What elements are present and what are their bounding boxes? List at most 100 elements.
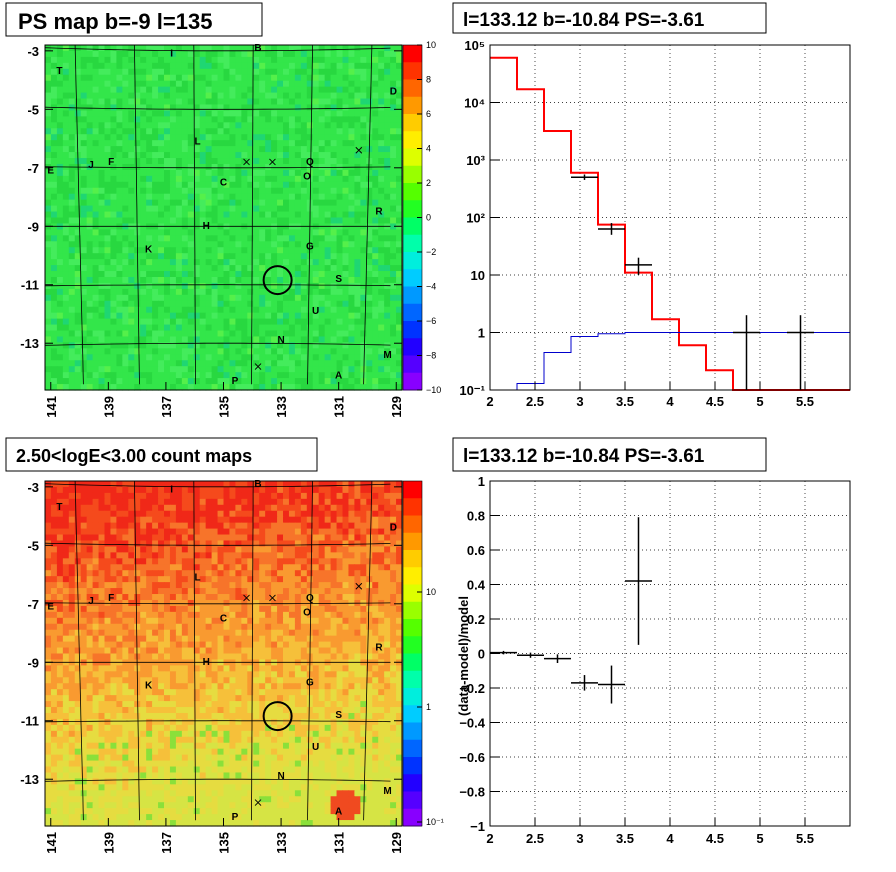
ps-map-pixel <box>259 158 266 165</box>
ps-map-pixel <box>342 360 350 367</box>
ps-map-pixel <box>384 330 391 338</box>
ps-map-pixel <box>384 354 391 361</box>
ps-map-pixel <box>199 318 207 326</box>
ps-map-pixel <box>277 288 284 296</box>
count-map-pixel <box>116 510 123 518</box>
count-map-pixel <box>146 546 153 553</box>
ps-map-pixel <box>110 259 117 266</box>
count-map-pixel <box>330 582 338 589</box>
ps-map-pixel <box>45 276 52 284</box>
ps-map-source-label: J <box>88 160 94 171</box>
ps-map-pixel <box>80 229 88 236</box>
ps-map-pixel <box>152 98 159 106</box>
count-map-pixel <box>253 546 260 553</box>
ps-map-pixel <box>235 360 242 367</box>
ps-map-pixel <box>265 181 272 189</box>
ps-map-pixel <box>199 80 207 88</box>
ps-map-pixel <box>366 330 373 338</box>
ps-map-pixel <box>80 86 88 94</box>
count-map-pixel <box>372 522 379 530</box>
ps-map-pixel <box>223 282 231 290</box>
ps-map-pixel <box>193 336 201 344</box>
count-map-pixel <box>217 611 225 619</box>
ps-map-pixel <box>152 158 159 165</box>
ps-map-pixel <box>122 229 129 236</box>
ps-map-pixel <box>312 229 320 236</box>
ps-map-pixel <box>235 282 242 290</box>
count-map-pixel <box>217 504 225 512</box>
ps-map-pixel <box>86 276 94 284</box>
ps-map-pixel <box>146 229 153 236</box>
count-map-pixel <box>342 504 350 512</box>
count-map-pixel <box>390 576 397 583</box>
count-map-pixel <box>92 558 100 565</box>
count-map-pixel <box>45 588 52 595</box>
ps-map-pixel <box>56 318 64 326</box>
ps-map-pixel <box>247 104 254 112</box>
ps-map-pixel <box>158 110 165 117</box>
ps-map-pixel <box>175 324 183 332</box>
ps-map-pixel <box>98 169 106 177</box>
ps-map-pixel <box>247 193 254 201</box>
ps-map-pixel <box>122 300 129 308</box>
ps-map-pixel <box>396 163 403 171</box>
ps-map-pixel <box>146 45 153 52</box>
ps-map-pixel <box>169 110 177 117</box>
ps-map-pixel <box>80 223 88 230</box>
ps-map-pixel <box>229 181 236 189</box>
ps-map-pixel <box>318 378 326 385</box>
ps-map-pixel <box>372 122 379 129</box>
ps-map-pixel <box>318 360 326 367</box>
ps-map-pixel <box>86 146 94 153</box>
count-map-pixel <box>318 498 326 506</box>
ps-map-colorbar-label: 2 <box>426 178 431 188</box>
count-map-pixel <box>50 558 58 565</box>
ps-map-pixel <box>247 163 254 171</box>
ps-map-pixel <box>259 372 266 379</box>
ps-map-pixel <box>348 175 355 183</box>
ps-map-pixel <box>312 122 320 129</box>
ps-map-pixel <box>342 288 350 296</box>
ps-map-pixel <box>265 169 272 177</box>
ps-map-pixel <box>235 211 242 219</box>
ps-map-pixel <box>318 229 326 236</box>
ps-map-pixel <box>300 187 308 195</box>
ps-map-pixel <box>152 229 159 236</box>
ps-map-pixel <box>199 336 207 344</box>
ps-map-pixel <box>50 294 58 302</box>
ps-map-pixel <box>277 306 284 314</box>
ps-map-pixel <box>74 92 82 100</box>
ps-map-pixel <box>62 366 70 373</box>
ps-map-pixel <box>199 104 207 112</box>
ps-map-pixel <box>193 74 201 82</box>
ps-map-pixel <box>152 140 159 147</box>
ps-map-pixel <box>68 175 76 183</box>
ps-map-pixel <box>187 98 195 106</box>
count-map-pixel <box>265 576 272 583</box>
ps-map-pixel <box>158 169 165 177</box>
ps-map-pixel <box>158 348 165 355</box>
count-map-pixel <box>235 588 242 595</box>
ps-map-pixel <box>217 110 225 117</box>
count-map-pixel <box>98 522 106 530</box>
count-map-pixel <box>128 582 135 589</box>
ps-map-pixel <box>247 134 254 141</box>
ps-map-pixel <box>62 56 70 64</box>
ps-map-pixel <box>396 282 403 290</box>
count-map-pixel <box>306 486 314 494</box>
ps-map-pixel <box>164 324 171 332</box>
count-map-pixel <box>288 570 296 577</box>
ps-map-pixel <box>300 259 308 266</box>
ps-map-pixel <box>247 74 254 82</box>
ps-map-pixel <box>223 366 231 373</box>
ps-map-pixel <box>164 181 171 189</box>
count-map-pixel <box>247 582 254 589</box>
count-map-pixel <box>98 534 106 542</box>
ps-map-pixel <box>128 140 135 147</box>
ps-map-pixel <box>306 330 314 338</box>
ps-map-pixel <box>134 324 141 332</box>
ps-map-pixel <box>265 288 272 296</box>
count-map-pixel <box>330 510 338 518</box>
ps-map-pixel <box>104 378 112 385</box>
